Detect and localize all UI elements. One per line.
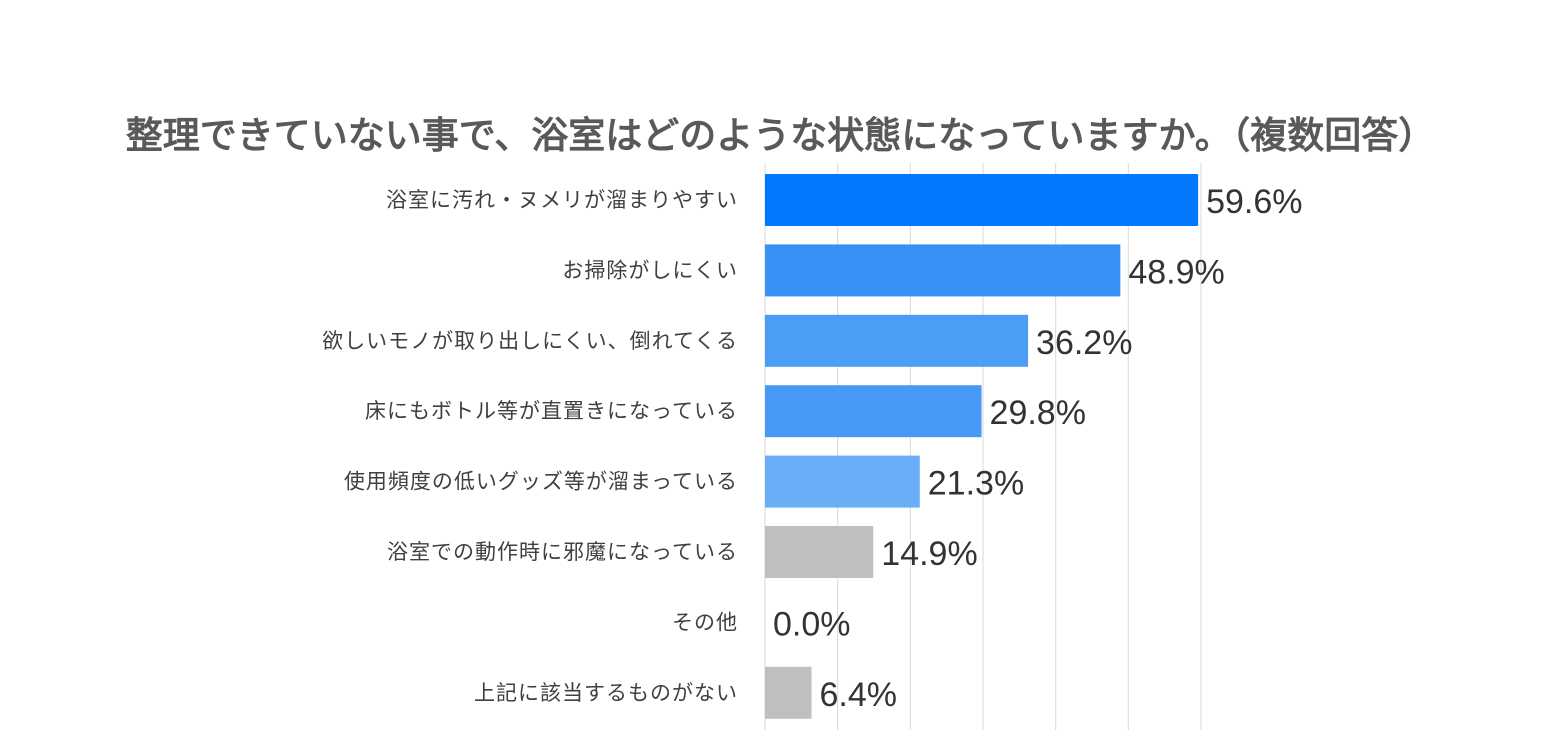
value-label: 0.0%	[773, 605, 851, 643]
value-label: 21.3%	[928, 465, 1024, 503]
chart-title: 整理できていない事で、浴室はどのような状態になっていますか。（複数回答）	[125, 114, 1436, 157]
category-label: 欲しいモノが取り出しにくい、倒れてくる	[322, 329, 738, 353]
bar	[765, 244, 1121, 297]
category-label: 浴室に汚れ・ヌメリが溜まりやすい	[386, 188, 738, 212]
bar	[765, 174, 1199, 226]
category-label: 床にもボトル等が直置きになっている	[365, 399, 738, 423]
value-label: 36.2%	[1036, 324, 1132, 362]
category-label: お掃除がしにくい	[562, 258, 738, 282]
bars	[765, 174, 1199, 719]
value-label: 59.6%	[1206, 183, 1302, 221]
category-label: 上記に該当するものがない	[474, 681, 738, 705]
value-label: 48.9%	[1128, 253, 1224, 291]
value-label: 6.4%	[820, 676, 898, 714]
bar	[765, 385, 982, 438]
bar	[765, 666, 812, 719]
category-label: 浴室での動作時に邪魔になっている	[387, 540, 738, 564]
category-label: その他	[672, 610, 738, 634]
value-label: 14.9%	[881, 535, 977, 573]
value-label: 29.8%	[990, 394, 1086, 432]
value-labels: 59.6% 48.9% 36.2% 29.8% 21.3% 14.9% 0.0% 6.4%	[773, 183, 1302, 714]
bar	[765, 314, 1029, 367]
bar	[765, 455, 920, 508]
category-labels: 浴室に汚れ・ヌメリが溜まりやすいお掃除がしにくい欲しいモノが取り出しにくい、倒れ…	[322, 188, 738, 705]
category-label: 使用頻度の低いグッズ等が溜まっている	[344, 470, 738, 494]
bar	[765, 526, 874, 578]
